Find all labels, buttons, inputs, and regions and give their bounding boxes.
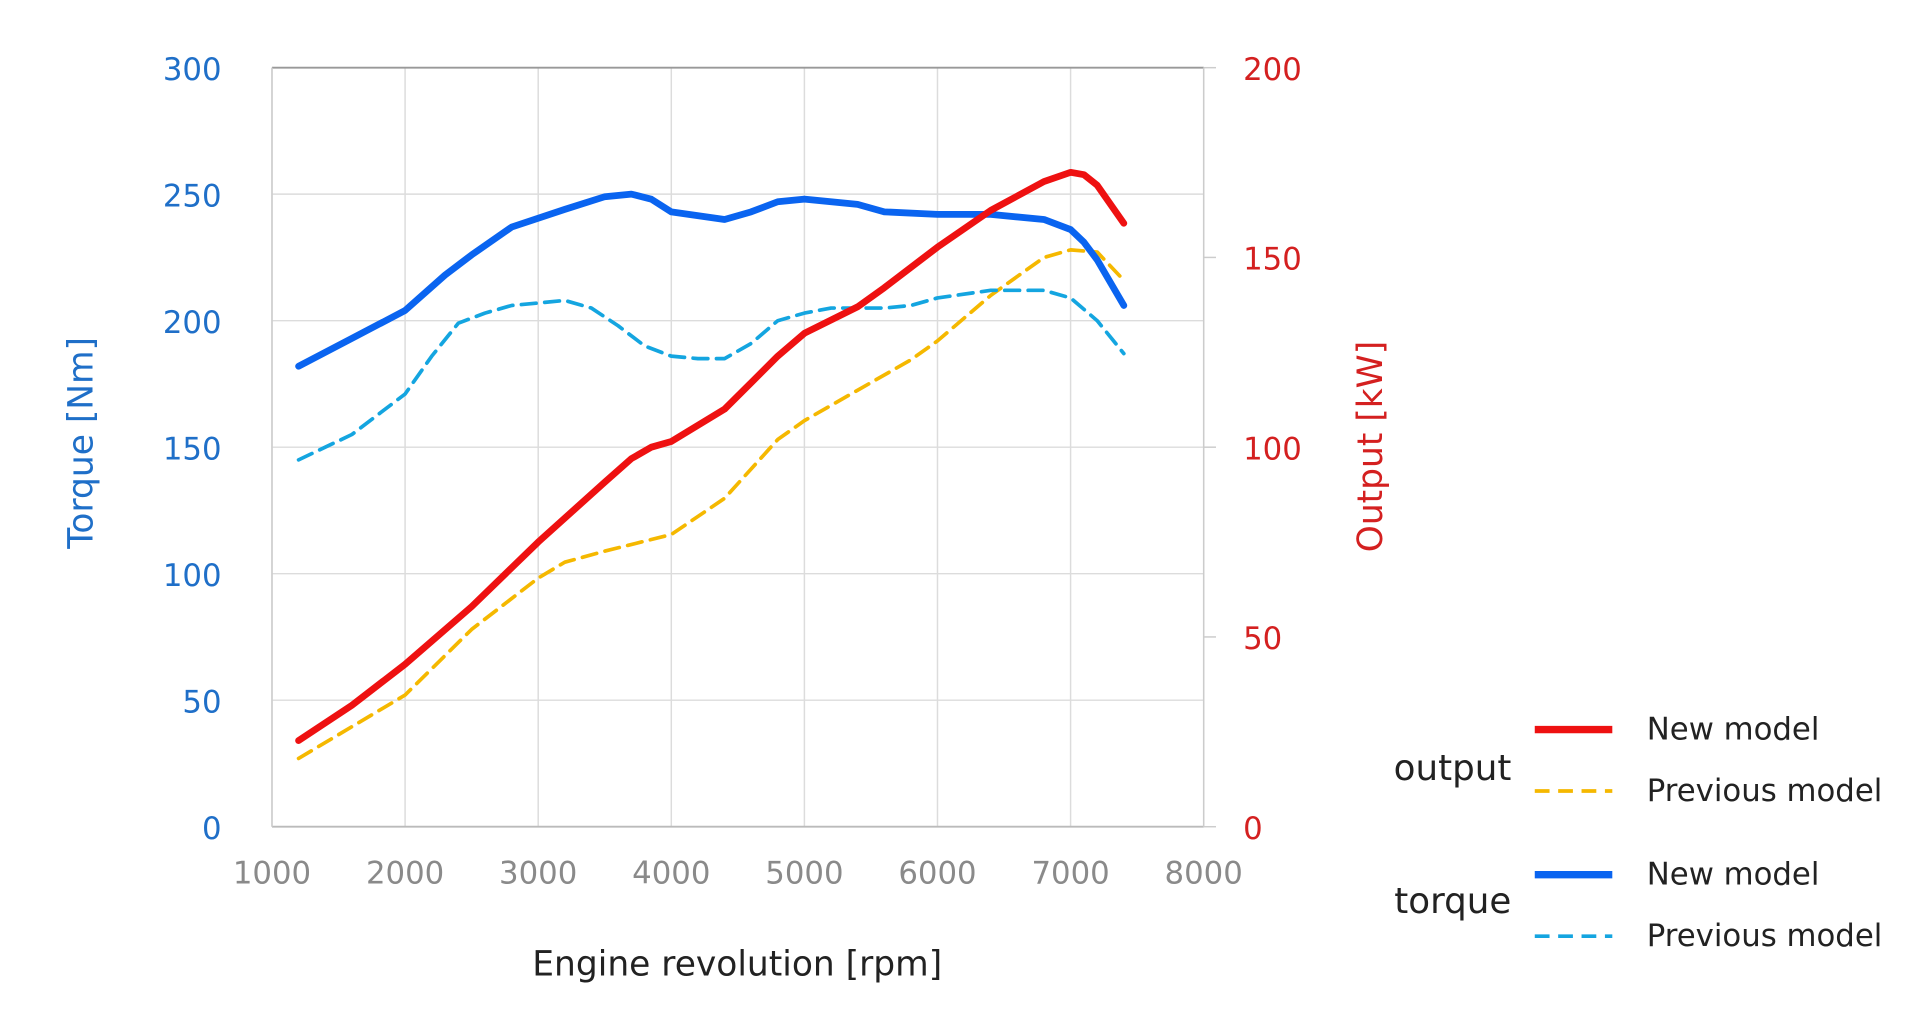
- left-axis-label: Torque [Nm]: [61, 337, 101, 550]
- left-tick-label: 150: [163, 431, 222, 467]
- series-line-torque-previous: [296, 288, 1126, 462]
- x-tick-label: 5000: [765, 855, 843, 891]
- left-axis-ticks: 0 50 100 150 200 250 300: [163, 52, 222, 847]
- x-tick-label: 6000: [898, 855, 976, 891]
- x-tick-label: 8000: [1165, 855, 1243, 891]
- right-tick-label: 0: [1243, 811, 1263, 847]
- x-tick-label: 7000: [1031, 855, 1109, 891]
- series-line-torque-new: [295, 190, 1128, 370]
- right-axis-label: Output [kW]: [1351, 341, 1391, 552]
- series-lines: [295, 168, 1128, 761]
- series-line-output-new: [295, 168, 1128, 744]
- right-tick-label: 100: [1243, 431, 1302, 467]
- series-line-output-previous: [296, 248, 1126, 761]
- x-tick-label: 3000: [499, 855, 577, 891]
- x-tick-label: 2000: [366, 855, 444, 891]
- left-tick-label: 0: [202, 811, 222, 847]
- x-axis-ticks: 1000 2000 3000 4000 5000 6000 7000 8000: [233, 855, 1243, 891]
- right-tick-label: 200: [1243, 52, 1302, 88]
- right-axis-ticks: 0 50 100 150 200: [1243, 52, 1302, 847]
- left-tick-label: 50: [182, 685, 221, 721]
- left-tick-label: 100: [163, 558, 222, 594]
- x-axis-label: Engine revolution [rpm]: [532, 945, 942, 985]
- legend-entry-label: New model: [1647, 711, 1820, 747]
- legend-group-label: output: [1394, 748, 1512, 789]
- legend-group-label: torque: [1394, 881, 1511, 922]
- legend-entry-label: Previous model: [1647, 773, 1883, 809]
- legend-entry-label: Previous model: [1647, 918, 1883, 954]
- right-tick-label: 150: [1243, 242, 1302, 278]
- legend-entry-label: New model: [1647, 857, 1820, 893]
- left-tick-label: 300: [163, 52, 222, 88]
- x-tick-label: 1000: [233, 855, 311, 891]
- left-tick-label: 250: [163, 178, 222, 214]
- legend: output New model Previous model torque New m…: [1394, 711, 1883, 954]
- right-tick-label: 50: [1243, 621, 1282, 657]
- grid: [271, 66, 1216, 828]
- x-tick-label: 4000: [632, 855, 710, 891]
- left-tick-label: 200: [163, 305, 222, 341]
